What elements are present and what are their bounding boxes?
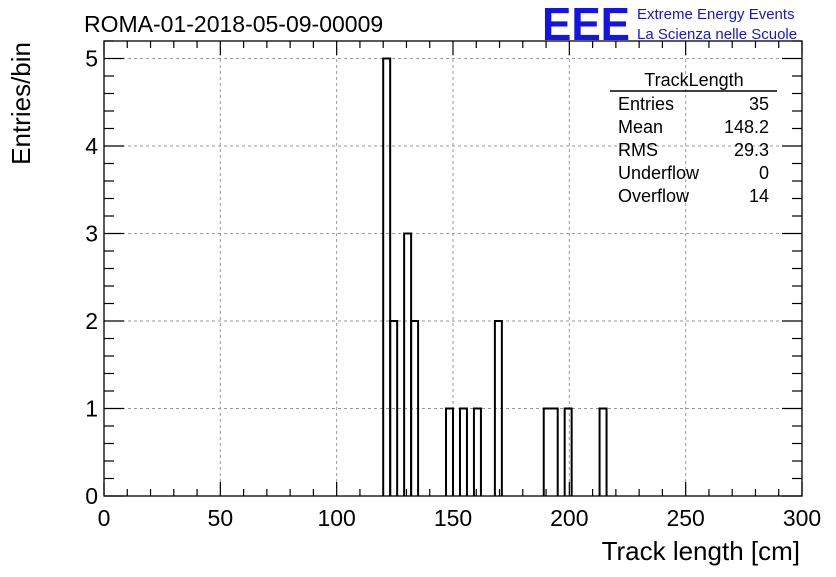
stats-row-value: 0	[759, 163, 769, 183]
histogram-bin	[445, 407, 454, 496]
histogram-bin	[598, 407, 608, 496]
histogram-bin	[403, 232, 413, 496]
histogram-bin	[382, 57, 392, 496]
stats-row-label: Overflow	[618, 186, 690, 206]
plot-frame	[103, 40, 803, 497]
stats-row-label: Mean	[618, 117, 663, 137]
eee-logo: EEE Extreme Energy Events La Scienza nel…	[542, 0, 797, 50]
y-axis-title: Entries/bin	[6, 42, 36, 165]
axis-ticks	[103, 40, 803, 497]
x-tick-label: 250	[666, 505, 704, 531]
eee-logo-letters: EEE	[542, 0, 630, 50]
histogram-bin	[389, 320, 399, 496]
x-tick-label: 100	[317, 505, 355, 531]
logo-subtitle-line1: Extreme Energy Events	[637, 6, 795, 23]
histogram-bins	[382, 57, 608, 496]
stats-rows: Entries 35 Mean 148.2 RMS 29.3 Underflow 0 Overf…	[618, 94, 769, 206]
logo-subtitle-line2: La Scienza nelle Scuole	[637, 26, 797, 43]
y-tick-labels: 0 1 2 3 4 5	[85, 46, 98, 510]
stats-row-label: RMS	[618, 140, 658, 160]
y-tick-label: 1	[85, 396, 98, 422]
histogram-bin	[458, 407, 468, 496]
y-tick-label: 2	[85, 308, 98, 334]
stats-title: TrackLength	[644, 70, 743, 90]
histogram-bin	[472, 407, 482, 496]
stats-row-value: 29.3	[734, 140, 769, 160]
stats-row-label: Entries	[618, 94, 674, 114]
x-tick-label: 300	[783, 505, 821, 531]
x-tick-label: 200	[550, 505, 588, 531]
x-tick-label: 150	[434, 505, 472, 531]
stats-row-label: Underflow	[618, 163, 700, 183]
histogram-bin	[493, 320, 503, 496]
stats-row-value: 14	[749, 186, 769, 206]
x-tick-label: 0	[98, 505, 111, 531]
y-tick-label: 0	[85, 483, 98, 509]
x-axis-title: Track length [cm]	[602, 536, 800, 566]
run-title: ROMA-01-2018-05-09-00009	[84, 11, 383, 37]
x-tick-labels: 0 50 100 150 200 250 300	[98, 505, 822, 531]
histogram-bin	[410, 320, 420, 496]
stats-row-value: 35	[749, 94, 769, 114]
y-tick-label: 5	[85, 46, 98, 72]
x-tick-label: 50	[208, 505, 234, 531]
y-tick-label: 4	[85, 133, 98, 159]
stats-box: TrackLength Entries 35 Mean 148.2 RMS 29.3 Und…	[610, 70, 777, 206]
histogram-bin	[563, 407, 573, 496]
y-tick-label: 3	[85, 221, 98, 247]
histogram-bin	[542, 407, 559, 496]
stats-row-value: 148.2	[724, 117, 769, 137]
